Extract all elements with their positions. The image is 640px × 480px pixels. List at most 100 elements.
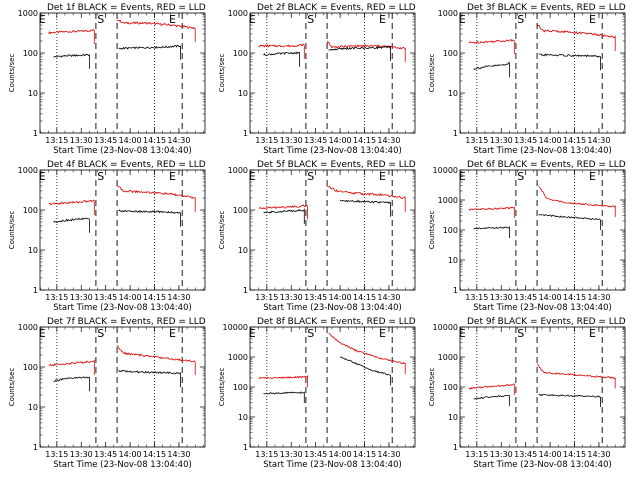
y-tick-label: 1000 <box>228 353 248 362</box>
series-events-line <box>538 53 601 71</box>
series-lld-line <box>117 185 196 212</box>
series-lld-line <box>48 29 95 45</box>
x-tick-label: 14:15 <box>143 450 166 459</box>
x-axis-label: Start Time (23-Nov-08 13:04:40) <box>473 146 612 156</box>
x-tick-label: 13:45 <box>94 450 117 459</box>
series-events-line <box>473 62 510 78</box>
y-tick-label: 10 <box>238 246 248 255</box>
x-tick-label: 13:30 <box>490 450 513 459</box>
y-tick-label: 10000 <box>223 323 248 332</box>
event-mark-label: E <box>379 170 386 183</box>
y-tick-label: 10 <box>28 89 38 98</box>
event-mark-label: S <box>307 13 314 26</box>
panel-title: Det 3f BLACK = Events, RED = LLD <box>467 3 626 13</box>
x-tick-label: 13:15 <box>465 136 488 145</box>
y-tick-label: 10 <box>448 256 458 265</box>
y-tick-label: 100 <box>233 49 248 58</box>
x-tick-label: 13:15 <box>465 293 488 302</box>
y-tick-label: 1000 <box>18 166 38 175</box>
x-tick-label: 14:15 <box>563 136 586 145</box>
event-mark-label: S <box>517 327 524 340</box>
event-mark-label: E <box>459 13 466 26</box>
panel-det-5: Det 5f BLACK = Events, RED = LLD 1 10 100 10… <box>218 160 416 313</box>
y-tick-label: 1 <box>453 443 458 452</box>
y-tick-label: 1 <box>33 129 38 138</box>
y-tick-label: 100 <box>233 206 248 215</box>
x-tick-label: 13:45 <box>304 293 327 302</box>
event-mark-label: S <box>97 13 104 26</box>
series-lld-line <box>116 345 196 375</box>
panel-det-3: Det 3f BLACK = Events, RED = LLD 1 10 100 10… <box>428 3 626 156</box>
series-events-line <box>339 356 392 386</box>
x-tick-label: 13:30 <box>70 450 93 459</box>
y-tick-label: 1000 <box>18 323 38 332</box>
x-tick-label: 13:15 <box>255 293 278 302</box>
event-mark-label: E <box>589 170 596 183</box>
y-tick-label: 1000 <box>438 196 458 205</box>
series-lld-line <box>468 39 515 54</box>
series-events-line <box>473 226 510 238</box>
event-mark-label: E <box>39 13 46 26</box>
plot-frame <box>249 326 416 448</box>
event-mark-label: E <box>249 13 256 26</box>
x-tick-label: 14:15 <box>563 450 586 459</box>
panel-det-4: Det 4f BLACK = Events, RED = LLD 1 10 100 10… <box>8 160 206 313</box>
x-tick-label: 14:15 <box>353 136 376 145</box>
series-lld-line <box>258 43 305 59</box>
x-tick-label: 13:15 <box>255 450 278 459</box>
event-mark-label: E <box>589 13 596 26</box>
x-tick-label: 14:30 <box>377 450 400 459</box>
x-tick-label: 14:00 <box>539 450 562 459</box>
x-tick-label: 14:00 <box>329 136 352 145</box>
x-axis-label: Start Time (23-Nov-08 13:04:40) <box>53 303 192 313</box>
x-tick-label: 13:30 <box>70 136 93 145</box>
y-tick-label: 1 <box>453 129 458 138</box>
y-tick-label: 10000 <box>433 166 458 175</box>
series-lld-line <box>536 363 616 389</box>
event-mark-label: E <box>39 327 46 340</box>
x-tick-label: 14:00 <box>539 136 562 145</box>
panel-det-6: Det 6f BLACK = Events, RED = LLD 1 10 100 10… <box>428 160 626 313</box>
x-axis-label: Start Time (23-Nov-08 13:04:40) <box>263 146 402 156</box>
x-tick-label: 14:30 <box>587 136 610 145</box>
x-tick-label: 14:00 <box>119 136 142 145</box>
x-tick-label: 14:30 <box>377 293 400 302</box>
event-mark-label: S <box>97 170 104 183</box>
series-lld-line <box>536 24 616 51</box>
x-tick-label: 13:15 <box>255 136 278 145</box>
series-lld-line <box>326 40 406 63</box>
event-mark-label: S <box>517 13 524 26</box>
panel-title: Det 7f BLACK = Events, RED = LLD <box>47 317 206 327</box>
event-mark-label: E <box>249 327 256 340</box>
y-tick-label: 1 <box>243 129 248 138</box>
event-mark-label: E <box>379 13 386 26</box>
series-events-line <box>118 44 182 60</box>
series-events-line <box>263 51 300 67</box>
event-mark-label: S <box>307 327 314 340</box>
y-tick-label: 1 <box>243 286 248 295</box>
series-events-line <box>118 209 182 227</box>
x-axis-label: Start Time (23-Nov-08 13:04:40) <box>263 303 402 313</box>
panel-title: Det 9f BLACK = Events, RED = LLD <box>467 317 626 327</box>
x-tick-label: 13:15 <box>45 450 68 459</box>
event-mark-label: E <box>589 327 596 340</box>
panel-det-8: Det 8f BLACK = Events, RED = LLD 1 10 100 10… <box>218 317 416 470</box>
x-tick-label: 13:30 <box>70 293 93 302</box>
event-mark-label: E <box>39 170 46 183</box>
panel-det-9: Det 9f BLACK = Events, RED = LLD 1 10 100 10… <box>428 317 626 470</box>
y-tick-label: 10 <box>448 413 458 422</box>
x-tick-label: 13:45 <box>94 293 117 302</box>
x-tick-label: 14:00 <box>329 293 352 302</box>
panel-title: Det 2f BLACK = Events, RED = LLD <box>257 3 416 13</box>
x-tick-label: 14:15 <box>353 450 376 459</box>
plot-frame <box>249 169 416 291</box>
x-tick-label: 13:45 <box>94 136 117 145</box>
series-lld-line <box>116 19 196 42</box>
y-tick-label: 100 <box>23 206 38 215</box>
x-tick-label: 13:30 <box>490 136 513 145</box>
y-tick-label: 10000 <box>433 323 458 332</box>
panel-title: Det 1f BLACK = Events, RED = LLD <box>47 3 206 13</box>
event-mark-label: E <box>169 13 176 26</box>
x-axis-label: Start Time (23-Nov-08 13:04:40) <box>473 460 612 470</box>
